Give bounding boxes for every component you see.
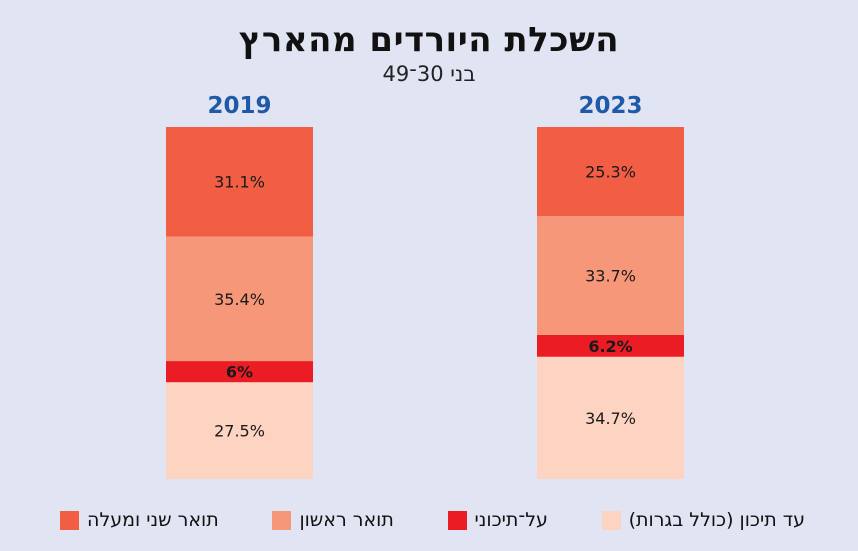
data-label: 35.4%	[214, 290, 265, 309]
data-label: 6.2%	[588, 337, 632, 356]
bar-segment	[537, 216, 684, 335]
legend-item-bachelor: תואר ראשון	[272, 509, 394, 531]
legend-item-masters-plus: תואר שני ומעלה	[60, 509, 219, 531]
bar-segment	[166, 236, 313, 362]
legend-label: תואר ראשון	[299, 509, 394, 531]
bar-segment	[166, 382, 313, 479]
legend-label: עד תיכון (כולל בגרות)	[628, 509, 805, 531]
legend-swatch	[60, 510, 80, 530]
data-label: 33.7%	[585, 267, 636, 286]
data-label: 6%	[226, 363, 253, 382]
legend-item-high-school: עד תיכון (כולל בגרות)	[601, 509, 805, 531]
legend-swatch	[272, 510, 292, 530]
year-label: 2019	[207, 93, 271, 119]
chart-title: השכלת היורדים מהארץ	[238, 20, 620, 60]
legend-label: תואר שני ומעלה	[87, 509, 219, 531]
data-label: 31.1%	[214, 173, 265, 192]
legend-item-post-secondary: על־תיכוני	[447, 509, 548, 531]
bar-segment	[166, 127, 313, 237]
legend-swatch	[601, 510, 621, 530]
bar-segment	[537, 356, 684, 479]
data-label: 27.5%	[214, 422, 265, 441]
legend-swatch	[447, 510, 467, 530]
legend: עד תיכון (כולל בגרות) על־תיכוני תואר ראש…	[60, 505, 805, 535]
stacked-bar-chart: 2019 27.5% 6% 35.4% 31.1% 2023 34.7% 6.2% 33.7% 2…	[166, 93, 684, 479]
data-label: 25.3%	[585, 163, 636, 182]
bar-segment	[166, 361, 313, 383]
year-label: 2023	[578, 93, 642, 119]
bar-segment	[537, 127, 684, 217]
legend-label: על־תיכוני	[474, 509, 548, 531]
chart-subtitle: בני 30־49	[382, 62, 476, 86]
data-label: 34.7%	[585, 409, 636, 428]
bar-segment	[537, 334, 684, 357]
